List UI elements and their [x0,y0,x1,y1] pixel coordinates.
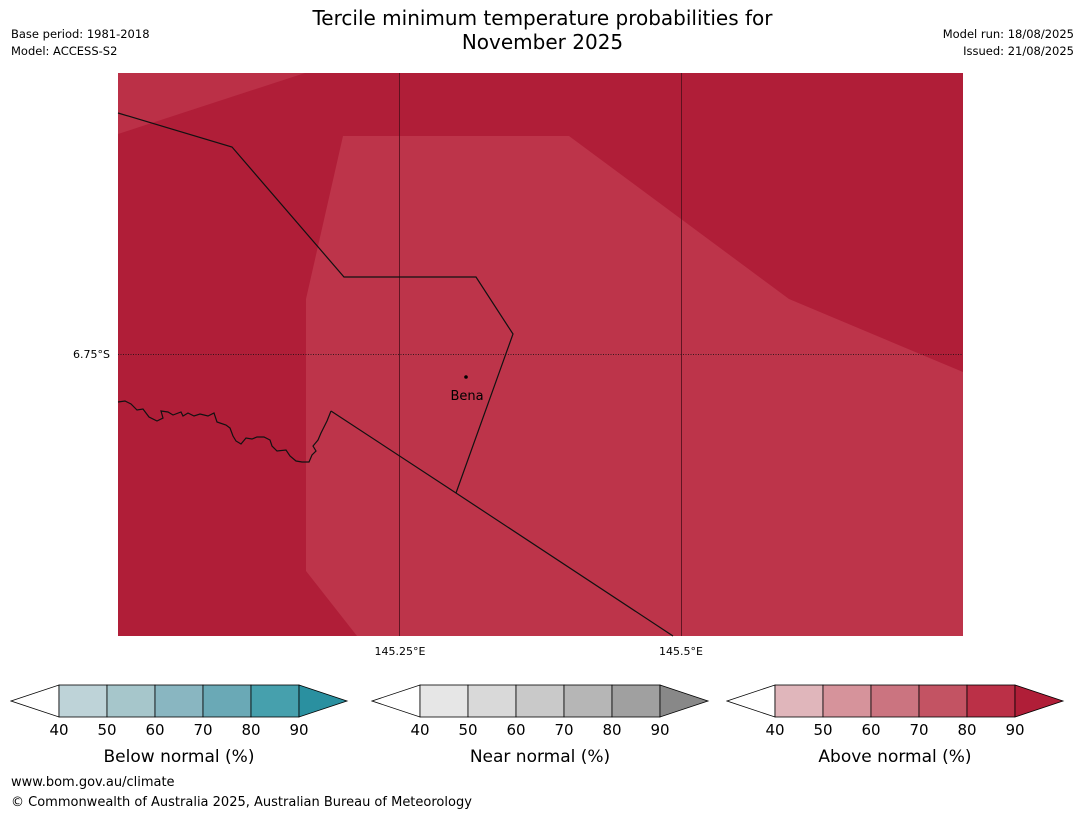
colorbar-segment-60-70 [154,684,204,718]
longitude-label-145-5: 145.5°E [659,645,703,658]
colorbar-tick: 90 [1005,721,1024,739]
colorbar-near-normal: 40 50 60 70 80 90 Near normal (%) [371,684,710,767]
colorbar-segment-50-60 [822,684,872,718]
colorbar-tick: 80 [602,721,621,739]
colorbar-segment-70-80 [918,684,968,718]
colorbar-arrow-low [371,684,421,718]
colorbar-segment-60-70 [870,684,920,718]
town-marker-bena [464,375,468,379]
colorbar-arrow-high [1014,684,1065,718]
model-run-text: Model run: 18/08/2025 [942,27,1074,41]
colorbar-segment-80-90 [966,684,1016,718]
colorbar-tick: 50 [458,721,477,739]
colorbar-segment-40-50 [58,684,108,718]
map-title-line1: Tercile minimum temperature probabilitie… [312,6,773,30]
longitude-label-145-25: 145.25°E [375,645,426,658]
colorbar-tick: 80 [241,721,260,739]
base-period-text: Base period: 1981-2018 [11,27,150,41]
colorbar-segment-80-90 [611,684,661,718]
map: Bena 6.75°S 145.25°E 145.5°E [73,73,963,658]
colorbar-segment-40-50 [774,684,824,718]
model-text: Model: ACCESS-S2 [11,44,118,58]
colorbar-title: Below normal (%) [104,747,255,767]
colorbar-tick: 70 [909,721,928,739]
colorbar-arrow-high [659,684,710,718]
colorbar-tick: 50 [813,721,832,739]
colorbar-segment-80-90 [250,684,300,718]
colorbar-tick: 40 [410,721,429,739]
colorbar-segment-50-60 [106,684,156,718]
colorbar-tick: 40 [765,721,784,739]
colorbar-tick: 70 [554,721,573,739]
colorbar-above-normal: 40 50 60 70 80 90 Above normal (%) [726,684,1065,767]
model-info: Base period: 1981-2018 Model: ACCESS-S2 [11,26,150,60]
map-title-line2: November 2025 [461,30,624,54]
probability-region-above-70-80 [306,136,963,636]
colorbar-tick: 90 [289,721,308,739]
province-border-river [117,400,332,463]
colorbar-tick: 40 [49,721,68,739]
colorbar-arrow-low [10,684,60,718]
colorbar-tick: 60 [506,721,525,739]
run-info: Model run: 18/08/2025 Issued: 21/08/2025 [943,26,1074,60]
colorbar-tick: 50 [97,721,116,739]
colorbar-segment-60-70 [515,684,565,718]
probability-region-corner [118,73,305,134]
issued-text: Issued: 21/08/2025 [963,44,1074,58]
colorbar-tick: 80 [957,721,976,739]
colorbar-segment-70-80 [202,684,252,718]
colorbar-tick: 90 [650,721,669,739]
colorbar-arrow-high [298,684,349,718]
colorbar-tick: 60 [145,721,164,739]
colorbar-segment-50-60 [467,684,517,718]
map-title: Tercile minimum temperature probabilitie… [0,6,1085,54]
colorbar-tick: 60 [861,721,880,739]
colorbar-segment-70-80 [563,684,613,718]
footer-copyright: © Commonwealth of Australia 2025, Austra… [11,795,472,810]
colorbar-below-normal: 40 50 60 70 80 90 Below normal (%) [10,684,349,767]
colorbar-segment-40-50 [419,684,469,718]
town-label-bena: Bena [450,389,483,404]
province-border-south [330,410,674,637]
colorbar-title: Near normal (%) [470,747,610,767]
colorbar-tick: 70 [193,721,212,739]
latitude-label: 6.75°S [73,348,110,361]
colorbar-arrow-low [726,684,776,718]
colorbar-title: Above normal (%) [818,747,971,767]
footer-url: www.bom.gov.au/climate [11,775,175,790]
province-border-north [117,112,514,494]
